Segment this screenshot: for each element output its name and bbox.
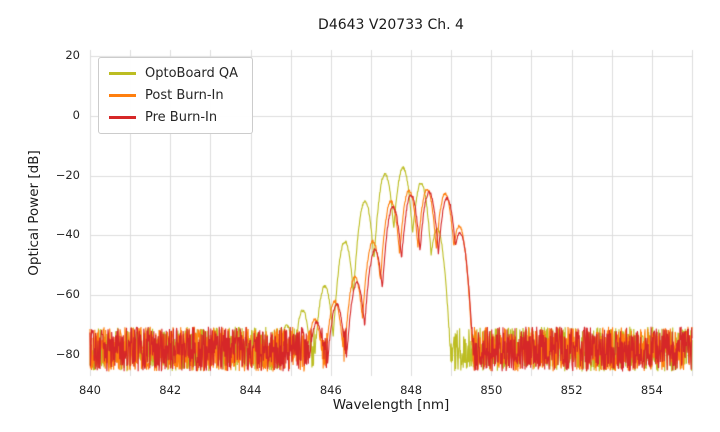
legend: OptoBoard QA Post Burn-In Pre Burn-In — [98, 57, 253, 134]
x-tick-label: 840 — [79, 383, 101, 397]
x-tick-label: 844 — [239, 383, 262, 397]
x-tick-label: 854 — [640, 383, 663, 397]
x-tick-label: 852 — [560, 383, 583, 397]
y-tick-label: −20 — [55, 167, 80, 182]
x-tick-label: 848 — [400, 383, 423, 397]
legend-line-swatch — [109, 72, 136, 75]
y-tick-label: −80 — [55, 347, 80, 362]
y-tick-label: 0 — [72, 107, 80, 122]
y-tick-label: −40 — [55, 227, 80, 242]
legend-item-label: OptoBoard QA — [145, 66, 238, 81]
x-tick-label: 850 — [480, 383, 503, 397]
legend-item-optoboard-qa: OptoBoard QA — [109, 66, 238, 81]
legend-item-pre-burn-in: Pre Burn-In — [109, 110, 238, 125]
x-axis-label: Wavelength [nm] — [332, 397, 450, 413]
x-tick-label: 842 — [159, 383, 182, 397]
legend-item-label: Pre Burn-In — [145, 110, 218, 125]
y-tick-label: −60 — [55, 287, 80, 302]
legend-line-swatch — [109, 94, 136, 97]
y-tick-label: 20 — [65, 47, 80, 62]
x-tick-label: 846 — [319, 383, 342, 397]
legend-item-label: Post Burn-In — [145, 88, 224, 103]
legend-item-post-burn-in: Post Burn-In — [109, 88, 238, 103]
legend-line-swatch — [109, 116, 136, 119]
chart-title: D4643 V20733 Ch. 4 — [318, 17, 464, 33]
